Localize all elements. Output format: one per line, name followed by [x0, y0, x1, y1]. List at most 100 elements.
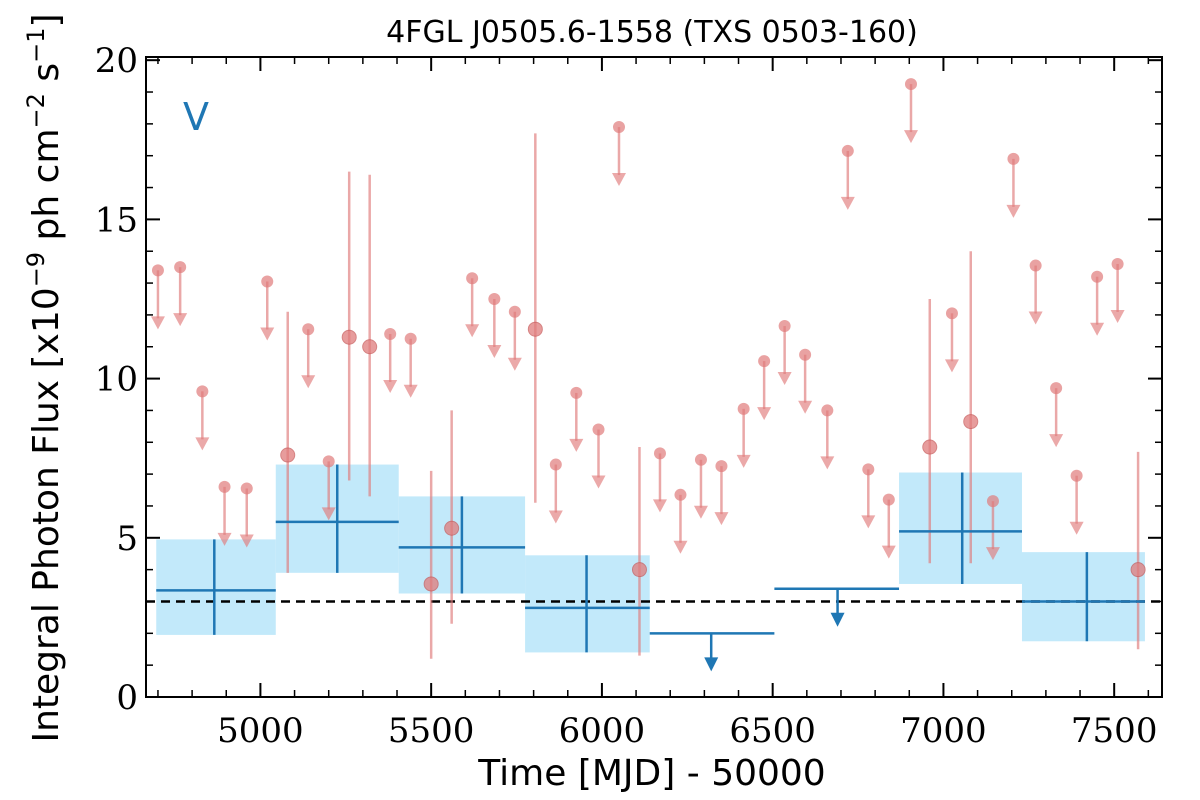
- plot-frame: [145, 56, 1163, 698]
- bin-points: [156, 464, 1145, 672]
- y-axis-title-exp2: −2: [22, 93, 50, 128]
- monthly-upper-limit-arrow: [798, 400, 813, 414]
- monthly-upper-limit-arrow: [260, 327, 275, 341]
- monthly-upper-limit-point: [570, 386, 583, 399]
- monthly-upper-limit-arrow: [569, 438, 584, 452]
- monthly-upper-limit-point: [821, 404, 834, 417]
- monthly-upper-limit-point: [904, 78, 917, 91]
- monthly-upper-limit-point: [1111, 257, 1124, 270]
- monthly-points: [150, 78, 1146, 659]
- x-tick-label: 5000: [217, 711, 304, 751]
- bin-upper-limit-arrow: [704, 657, 719, 672]
- monthly-upper-limit-point: [302, 323, 315, 336]
- monthly-upper-limit-point: [862, 463, 875, 476]
- y-axis-title-part2: ph cm: [26, 128, 67, 251]
- x-tick-labels: 5000 5500 6000 6500 7000 7500: [217, 711, 1157, 751]
- monthly-upper-limit-arrow: [217, 532, 232, 546]
- monthly-upper-limit-point: [174, 261, 187, 274]
- monthly-upper-limit-point: [715, 460, 728, 473]
- monthly-upper-limit-point: [1091, 270, 1104, 283]
- x-tick-label: 7500: [1071, 711, 1158, 751]
- monthly-upper-limit-arrow: [591, 475, 606, 489]
- y-axis-title-exp1: −9: [22, 252, 50, 287]
- monthly-upper-limit-point: [322, 455, 335, 468]
- monthly-point: [1130, 562, 1146, 578]
- monthly-point: [423, 576, 439, 592]
- monthly-upper-limit-point: [986, 495, 999, 508]
- monthly-upper-limit-point: [261, 275, 274, 288]
- monthly-upper-limit-arrow: [301, 375, 316, 389]
- monthly-upper-limit-arrow: [1110, 309, 1125, 323]
- y-tick-label: 10: [95, 360, 138, 400]
- monthly-upper-limit-arrow: [840, 196, 855, 210]
- monthly-upper-limit-arrow: [820, 456, 835, 470]
- plot-area: [146, 78, 1162, 672]
- monthly-point: [280, 447, 296, 463]
- y-tick-label: 0: [116, 678, 138, 718]
- monthly-upper-limit-arrow: [1049, 434, 1064, 448]
- monthly-upper-limit-point: [218, 480, 231, 493]
- x-tick-label: 7000: [900, 711, 987, 751]
- bin-bands: [156, 464, 1145, 653]
- monthly-upper-limit-arrow: [403, 384, 418, 398]
- y-axis-title: Integral Photon Flux [x10−9 ph cm−2 s−1]: [22, 13, 67, 742]
- y-tick-label: 15: [95, 200, 138, 240]
- monthly-point: [444, 520, 460, 536]
- monthly-upper-limit-arrow: [321, 507, 336, 521]
- monthly-upper-limit-arrow: [239, 534, 254, 548]
- monthly-upper-limit-point: [841, 144, 854, 157]
- bin-error-band: [1021, 552, 1145, 642]
- monthly-upper-limit-point: [404, 332, 417, 345]
- monthly-point: [362, 339, 378, 355]
- bin-upper-limit-arrow: [830, 612, 845, 627]
- y-axis-title-part3: s: [26, 63, 67, 93]
- monthly-upper-limit-point: [674, 488, 687, 501]
- axis-ticks: [146, 57, 1162, 698]
- monthly-upper-limit-point: [196, 385, 209, 398]
- monthly-upper-limit-point: [240, 482, 253, 495]
- y-axis-title-part4: ]: [26, 13, 67, 27]
- monthly-upper-limit-arrow: [195, 437, 210, 451]
- monthly-upper-limit-arrow: [757, 407, 772, 421]
- monthly-upper-limit-arrow: [903, 130, 918, 144]
- monthly-point: [527, 321, 543, 337]
- monthly-upper-limit-point: [778, 320, 791, 333]
- monthly-upper-limit-point: [592, 423, 605, 436]
- monthly-upper-limit-arrow: [714, 512, 729, 526]
- x-tick-label: 5500: [388, 711, 475, 751]
- y-tick-labels: 0 5 10 15 20: [95, 41, 138, 718]
- monthly-upper-limit-arrow: [944, 359, 959, 373]
- bin-error-band: [156, 539, 276, 635]
- chart-title: 4FGL J0505.6-1558 (TXS 0503-160): [386, 15, 918, 50]
- monthly-upper-limit-arrow: [487, 344, 502, 358]
- monthly-upper-limit-point: [1029, 259, 1042, 272]
- monthly-upper-limit-point: [151, 264, 164, 277]
- monthly-upper-limit-arrow: [611, 173, 626, 187]
- monthly-upper-limit-arrow: [507, 357, 522, 371]
- monthly-upper-limit-point: [612, 121, 625, 134]
- monthly-upper-limit-arrow: [673, 540, 688, 554]
- monthly-upper-limit-point: [737, 402, 750, 415]
- monthly-upper-limit-arrow: [383, 380, 398, 394]
- monthly-upper-limit-arrow: [548, 510, 563, 524]
- monthly-upper-limit-point: [653, 447, 666, 460]
- monthly-upper-limit-arrow: [652, 499, 667, 513]
- x-tick-label: 6000: [559, 711, 646, 751]
- monthly-upper-limit-point: [466, 272, 479, 285]
- monthly-upper-limit-point: [384, 328, 397, 341]
- monthly-upper-limit-point: [508, 305, 521, 318]
- monthly-upper-limit-arrow: [465, 324, 480, 338]
- monthly-upper-limit-point: [1007, 152, 1020, 165]
- y-tick-label: 20: [95, 41, 138, 81]
- monthly-upper-limit-arrow: [1090, 322, 1105, 336]
- monthly-upper-limit-point: [945, 307, 958, 320]
- monthly-upper-limit-point: [488, 292, 501, 305]
- monthly-upper-limit-arrow: [173, 313, 188, 327]
- monthly-upper-limit-arrow: [985, 547, 1000, 561]
- monthly-point: [922, 439, 938, 455]
- monthly-upper-limit-arrow: [861, 515, 876, 529]
- x-tick-label: 6500: [729, 711, 816, 751]
- monthly-point: [963, 414, 979, 430]
- monthly-upper-limit-arrow: [1006, 204, 1021, 218]
